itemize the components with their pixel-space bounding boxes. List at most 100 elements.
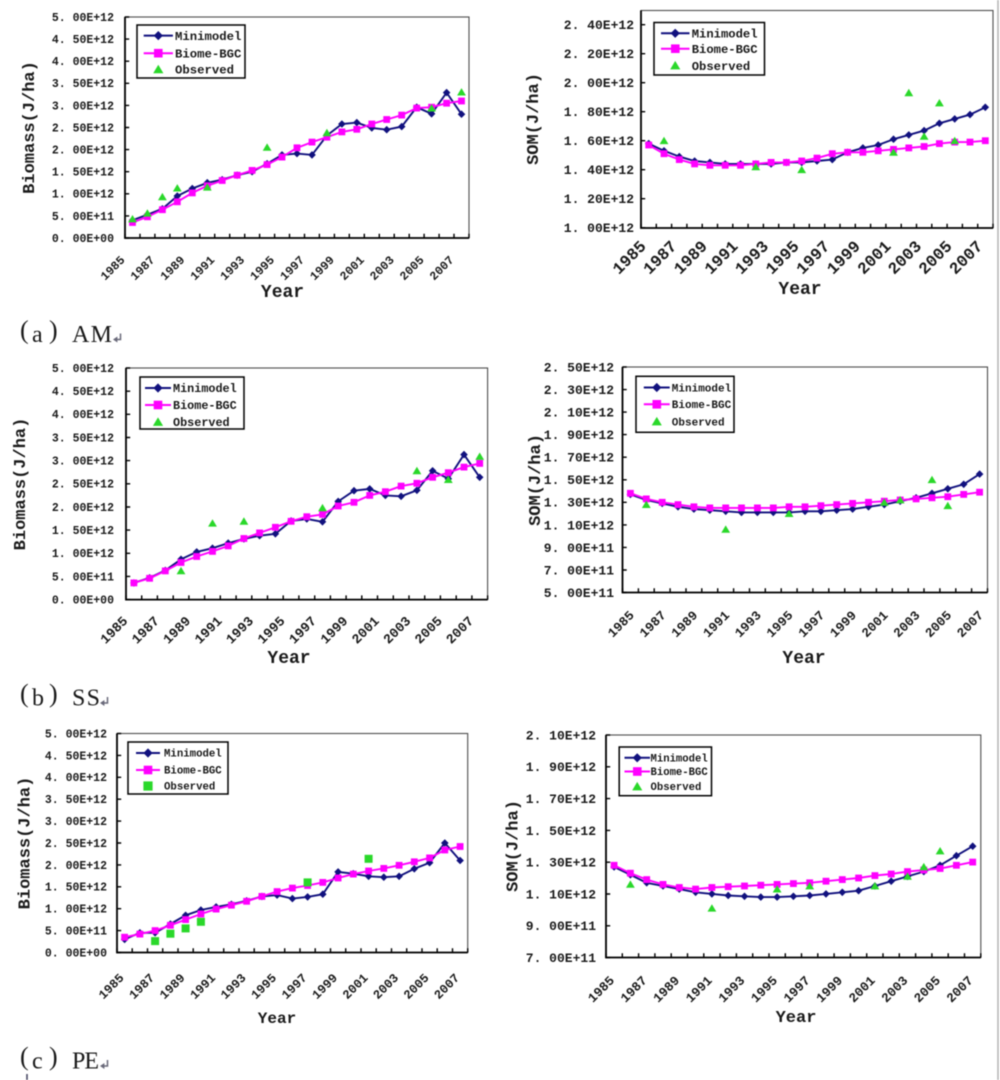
svg-text:1. 50E+12: 1. 50E+12 [52, 525, 114, 538]
svg-text:1987: 1987 [130, 615, 164, 649]
svg-text:2007: 2007 [432, 971, 463, 1002]
svg-text:1987: 1987 [637, 608, 670, 641]
svg-text:1. 30E+12: 1. 30E+12 [526, 856, 596, 871]
svg-text:1993: 1993 [731, 237, 773, 279]
svg-text:Observed: Observed [164, 782, 215, 794]
svg-text:Year: Year [782, 649, 825, 669]
svg-text:3. 00E+12: 3. 00E+12 [52, 100, 114, 113]
svg-text:1993: 1993 [218, 253, 248, 283]
svg-text:Observed: Observed [175, 64, 234, 78]
svg-text:): ) [49, 316, 58, 345]
svg-text:2005: 2005 [911, 973, 944, 1006]
svg-text:3. 50E+12: 3. 50E+12 [52, 78, 114, 91]
svg-text:1997: 1997 [795, 608, 828, 641]
svg-text:9. 00E+11: 9. 00E+11 [544, 541, 614, 556]
svg-text:5. 00E+12: 5. 00E+12 [45, 728, 107, 741]
svg-text:1985: 1985 [98, 253, 128, 283]
svg-text:SOM(J/ha): SOM(J/ha) [505, 800, 524, 892]
svg-text:0. 00E+00: 0. 00E+00 [52, 595, 114, 608]
svg-text:2. 30E+12: 2. 30E+12 [544, 383, 614, 398]
svg-text:Year: Year [267, 649, 310, 669]
svg-text:7. 00E+11: 7. 00E+11 [526, 951, 596, 966]
svg-text:1991: 1991 [193, 615, 227, 649]
svg-text:Minimodel: Minimodel [164, 749, 222, 761]
svg-text:Year: Year [261, 283, 304, 303]
svg-text:1. 90E+12: 1. 90E+12 [544, 428, 614, 443]
svg-text:2003: 2003 [879, 973, 912, 1006]
svg-text:5. 00E+11: 5. 00E+11 [544, 586, 614, 601]
svg-text:1995: 1995 [748, 973, 781, 1006]
svg-text:1991: 1991 [700, 608, 733, 641]
svg-text:2005: 2005 [413, 615, 447, 649]
svg-text:5. 00E+12: 5. 00E+12 [52, 12, 114, 25]
svg-text:2005: 2005 [915, 237, 957, 279]
svg-text:5. 00E+12: 5. 00E+12 [52, 363, 114, 376]
svg-text:Minimodel: Minimodel [175, 30, 241, 44]
svg-text:2007: 2007 [944, 973, 977, 1006]
svg-text:(: ( [20, 316, 29, 345]
svg-text:1. 10E+12: 1. 10E+12 [526, 887, 596, 902]
svg-text:1991: 1991 [188, 253, 218, 283]
svg-text:1995: 1995 [764, 608, 797, 641]
svg-text:1997: 1997 [793, 237, 834, 278]
svg-text:1993: 1993 [716, 973, 749, 1006]
svg-text:1991: 1991 [188, 971, 219, 1002]
svg-text:9. 00E+11: 9. 00E+11 [526, 919, 596, 934]
svg-text:2007: 2007 [427, 253, 457, 283]
svg-text:SOM(J/ha): SOM(J/ha) [525, 73, 544, 165]
svg-text:1. 50E+12: 1. 50E+12 [45, 882, 107, 895]
svg-text:3. 00E+12: 3. 00E+12 [52, 456, 114, 469]
svg-text:Year: Year [258, 1010, 296, 1028]
svg-text:1. 70E+12: 1. 70E+12 [544, 451, 614, 466]
svg-text:2. 50E+12: 2. 50E+12 [544, 360, 614, 375]
svg-text:Observed: Observed [651, 782, 702, 794]
svg-text:1985: 1985 [96, 971, 127, 1002]
svg-text:1989: 1989 [158, 253, 188, 283]
svg-text:1985: 1985 [98, 615, 132, 649]
svg-text:2. 50E+12: 2. 50E+12 [45, 838, 107, 851]
svg-text:1989: 1989 [157, 971, 188, 1002]
svg-text:1985: 1985 [605, 608, 638, 641]
svg-text:c: c [32, 1049, 43, 1075]
svg-text:Observed: Observed [672, 417, 725, 429]
svg-text:PE: PE [72, 1049, 99, 1075]
svg-text:2001: 2001 [337, 253, 367, 283]
svg-text:5. 00E+11: 5. 00E+11 [52, 211, 114, 224]
svg-text:1989: 1989 [670, 237, 711, 278]
svg-text:1999: 1999 [823, 237, 864, 278]
svg-text:SOM(J/ha): SOM(J/ha) [527, 434, 546, 526]
svg-text:Biomass(J/ha): Biomass(J/ha) [12, 418, 31, 551]
svg-text:Biome-BGC: Biome-BGC [672, 400, 732, 412]
svg-text:2003: 2003 [884, 237, 926, 279]
svg-text:2005: 2005 [397, 253, 427, 283]
svg-text:Year: Year [778, 280, 821, 300]
svg-text:2. 10E+12: 2. 10E+12 [544, 406, 614, 421]
svg-text:1995: 1995 [256, 615, 290, 649]
svg-text:1. 30E+12: 1. 30E+12 [544, 496, 614, 511]
svg-text:1997: 1997 [279, 971, 310, 1002]
svg-text:Year: Year [776, 1009, 817, 1028]
svg-text:1. 20E+12: 1. 20E+12 [564, 192, 634, 207]
svg-text:1. 80E+12: 1. 80E+12 [564, 105, 634, 120]
svg-text:1987: 1987 [128, 253, 158, 283]
svg-text:2007: 2007 [954, 608, 987, 641]
svg-text:2001: 2001 [846, 973, 879, 1006]
svg-text:(: ( [20, 679, 29, 708]
svg-text:1989: 1989 [668, 608, 701, 641]
svg-text:2. 50E+12: 2. 50E+12 [52, 122, 114, 135]
svg-text:Biome-BGC: Biome-BGC [651, 767, 709, 779]
svg-text:2001: 2001 [350, 615, 384, 649]
svg-text:5. 00E+11: 5. 00E+11 [45, 926, 107, 939]
svg-text:1985: 1985 [585, 973, 618, 1006]
svg-text:3. 50E+12: 3. 50E+12 [52, 432, 114, 445]
svg-text:2003: 2003 [891, 608, 924, 641]
svg-text:1991: 1991 [701, 237, 743, 279]
svg-text:2003: 2003 [371, 971, 402, 1002]
svg-text:AM: AM [72, 322, 112, 348]
svg-text:1985: 1985 [609, 237, 651, 279]
svg-text:Observed: Observed [173, 416, 230, 430]
svg-text:4. 50E+12: 4. 50E+12 [52, 34, 114, 47]
svg-text:2. 50E+12: 2. 50E+12 [52, 479, 114, 492]
svg-text:4. 00E+12: 4. 00E+12 [52, 409, 114, 422]
svg-text:2001: 2001 [340, 971, 371, 1002]
